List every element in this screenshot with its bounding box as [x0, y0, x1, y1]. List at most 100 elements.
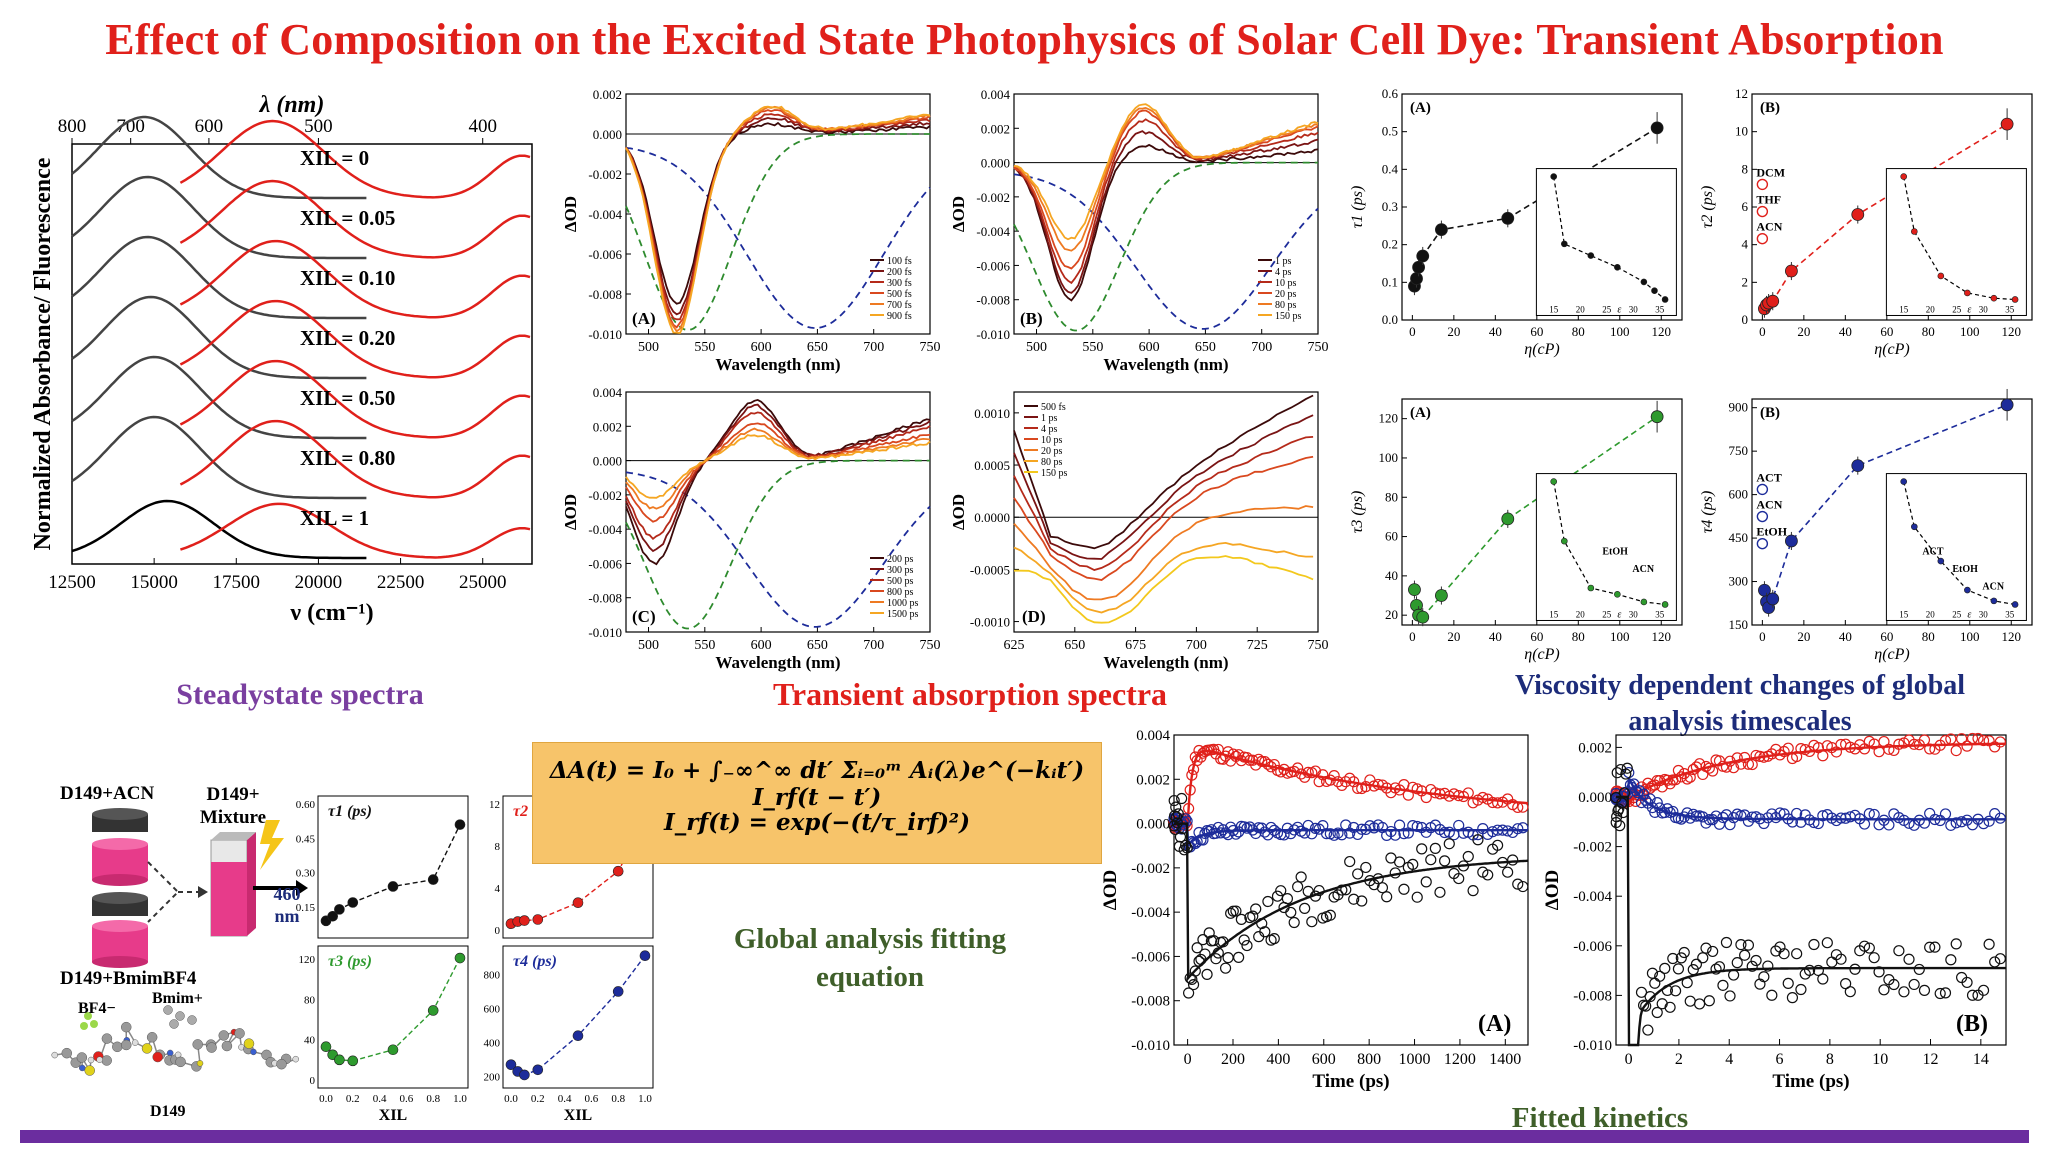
atom: [120, 1021, 132, 1033]
inset-trend-line: [1553, 481, 1666, 606]
legend-label: 1000 ps: [887, 598, 919, 609]
axis-label-x: η(cP): [1874, 646, 1909, 663]
tick-label: 600: [484, 1003, 501, 1015]
data-point: [1918, 984, 1931, 996]
arrow-icon: [296, 880, 308, 896]
tick-label: -0.006: [976, 258, 1010, 273]
axis-label-y: ΔOD: [949, 494, 968, 530]
data-point: [1821, 937, 1833, 949]
inset-tick-label: 35: [2005, 304, 2015, 314]
data-point: [1640, 1000, 1652, 1012]
atom: [292, 1055, 299, 1063]
tick-label: -0.010: [1131, 1038, 1170, 1054]
data-point: [1381, 891, 1393, 903]
legend-label: 500 fs: [1041, 402, 1066, 413]
axis-label-x: XIL: [379, 1107, 407, 1124]
panel-label: (D): [1022, 607, 1046, 626]
ground-state-bleach-curve: [625, 459, 930, 630]
data-point: [1678, 768, 1690, 780]
data-point: [1785, 264, 1798, 278]
solvent-point: [1756, 537, 1769, 550]
data-point: [1443, 838, 1455, 850]
tick-label: 6: [1776, 1051, 1784, 1068]
data-point: [1393, 856, 1406, 868]
data-point: [1731, 752, 1743, 764]
data-point: [387, 1044, 399, 1056]
tick-label: 0.000: [1578, 790, 1612, 806]
bmim-atom: [163, 1005, 173, 1015]
data-point: [1281, 893, 1293, 905]
tick-label: 0: [495, 925, 501, 937]
data-point: [1690, 958, 1703, 970]
tick-label: 12: [1923, 1051, 1939, 1068]
solvent-label: ACN: [1756, 220, 1782, 234]
panel-label: (A): [632, 309, 656, 328]
caption-transient: Transient absorption spectra: [772, 676, 1168, 712]
data-point: [1684, 995, 1696, 1007]
axis-label-x: Wavelength (nm): [1103, 355, 1228, 374]
data-point: [1924, 941, 1936, 953]
data-point: [1703, 814, 1715, 826]
caption-viscosity-line2: analysis timescales: [1628, 706, 1852, 737]
solvent-point: [1756, 205, 1769, 218]
tick-label: 0.004: [593, 385, 623, 400]
tick-label: -0.002: [976, 190, 1010, 205]
data-point: [1746, 960, 1758, 972]
data-point: [612, 865, 624, 877]
solvent-point: [1756, 510, 1769, 523]
tick-label: 0.2: [1382, 237, 1398, 252]
data-point: [1651, 1006, 1663, 1019]
data-point: [1227, 748, 1239, 760]
atom: [175, 1056, 186, 1068]
data-point: [1656, 998, 1668, 1010]
inset-point: [1937, 557, 1945, 565]
data-point: [334, 904, 345, 915]
data-point: [1644, 991, 1656, 1003]
trend-line: [325, 824, 461, 922]
solvent-point: [1756, 232, 1769, 245]
spectrum-trace: [625, 105, 931, 334]
bmim-atom: [187, 1015, 197, 1025]
data-point: [1786, 992, 1799, 1004]
series-label: XIL = 0: [300, 146, 369, 170]
data-point: [519, 915, 530, 926]
panel-label: (B): [1956, 1011, 1988, 1037]
tick-label: 0.60: [296, 799, 316, 811]
inset-tick-label: 25: [1952, 609, 1962, 619]
tick-label: 4: [1725, 1051, 1733, 1068]
data-point: [1256, 822, 1268, 834]
tick-label: 200: [1221, 1051, 1245, 1068]
spectrum-trace: [1013, 414, 1314, 560]
data-point: [1230, 828, 1242, 840]
tick-label: 600: [195, 116, 224, 137]
data-point: [1950, 817, 1962, 829]
tick-label: 0.1: [1382, 274, 1398, 289]
data-point: [1762, 812, 1774, 824]
inset-trend-line: [1903, 481, 2016, 606]
fluorescence-curve: [179, 239, 531, 319]
inset-tick-label: 20: [1576, 304, 1586, 314]
data-point: [1750, 954, 1762, 967]
tick-label: 20: [1797, 629, 1810, 644]
data-point: [1235, 913, 1247, 925]
tick-label: 80: [1572, 324, 1585, 339]
absorbance-curve: [71, 235, 367, 320]
axis-label-y: τ2 (ps): [1699, 186, 1716, 229]
tick-label: 600: [751, 340, 772, 355]
inset-solvent-label: EtOH: [1952, 564, 1978, 575]
tick-label: 650: [807, 340, 828, 355]
atom: [218, 1030, 230, 1041]
axis-label-y: τ1 (ps): [1349, 186, 1366, 229]
data-point: [1735, 938, 1747, 951]
ground-state-bleach-curve: [625, 133, 930, 331]
inset-frame: [1535, 473, 1677, 621]
tick-label: 675: [1125, 638, 1146, 653]
data-point: [1878, 984, 1890, 996]
data-point: [1717, 979, 1729, 991]
fluorescence-curve: [179, 119, 531, 199]
tick-label: 22500: [377, 572, 425, 593]
caption-viscosity: Viscosity dependent changes of global an…: [1440, 668, 2040, 740]
data-point: [1785, 534, 1798, 548]
tick-label: 0.5: [1382, 124, 1398, 139]
data-point: [1659, 962, 1671, 974]
